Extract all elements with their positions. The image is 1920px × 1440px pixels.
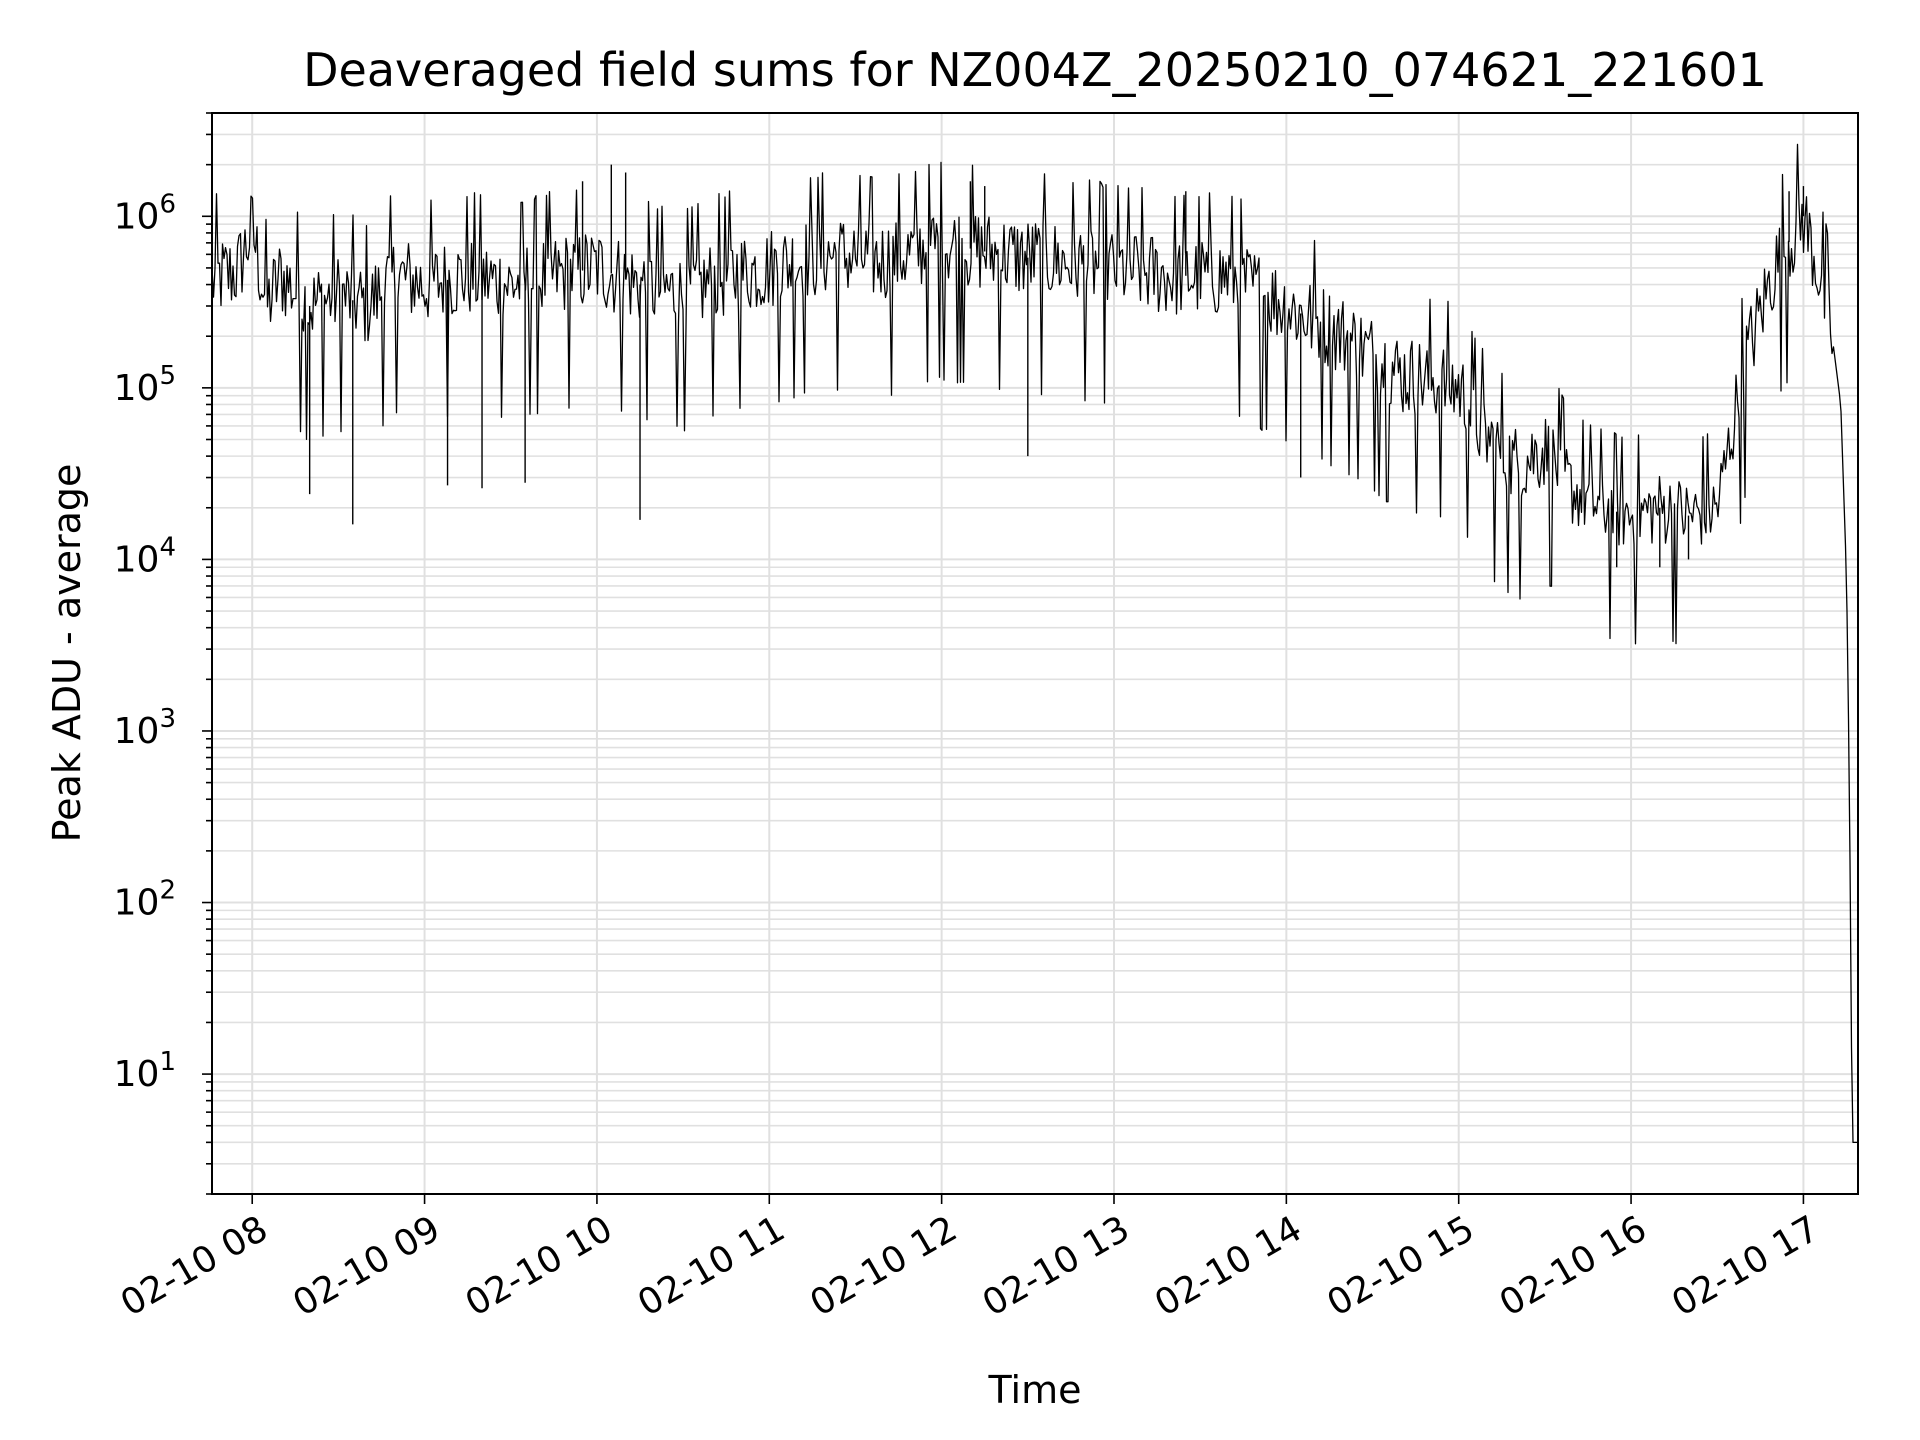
y-tick-label: 101 — [114, 1047, 176, 1095]
y-axis-ticks: 101 102 103 104 105 106 — [114, 112, 212, 1195]
x-tick-label: 02-10 08 — [114, 1208, 275, 1324]
y-tick-label: 102 — [114, 876, 176, 924]
x-tick-label: 02-10 10 — [459, 1208, 620, 1324]
x-tick-label: 02-10 17 — [1665, 1208, 1826, 1324]
y-axis-label: Peak ADU - average — [45, 464, 89, 843]
x-tick-label: 02-10 12 — [803, 1208, 964, 1324]
plot-area-frame — [211, 112, 1859, 1195]
x-tick-label: 02-10 14 — [1148, 1208, 1309, 1324]
x-tick-label: 02-10 09 — [286, 1208, 447, 1324]
grid-lines — [212, 112, 1858, 1195]
x-tick-label: 02-10 13 — [976, 1208, 1137, 1324]
chart-title: Deaveraged field sums for NZ004Z_2025021… — [303, 43, 1767, 97]
y-tick-label: 105 — [114, 361, 176, 409]
x-tick-label: 02-10 15 — [1321, 1208, 1482, 1324]
x-axis-label: Time — [988, 1368, 1082, 1412]
x-axis-ticks: 02-10 08 02-10 09 02-10 10 02-10 11 02-10 12… — [114, 1194, 1826, 1325]
series-layer — [211, 143, 1858, 1144]
y-tick-label: 106 — [114, 189, 176, 237]
x-tick-label: 02-10 16 — [1493, 1208, 1654, 1324]
series-line — [211, 143, 1858, 1144]
y-tick-label: 103 — [114, 704, 176, 752]
y-tick-label: 104 — [114, 532, 176, 580]
x-tick-label: 02-10 11 — [631, 1208, 792, 1324]
